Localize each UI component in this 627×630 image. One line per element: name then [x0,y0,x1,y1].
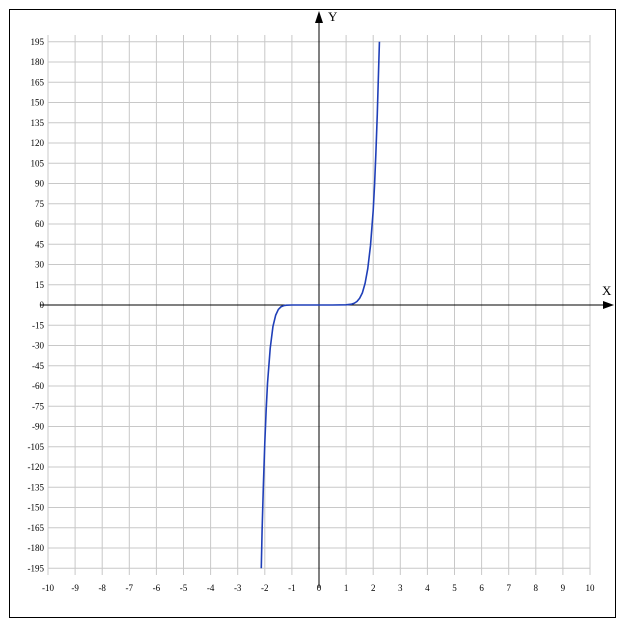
x-tick-label: -10 [42,583,54,593]
y-tick-label: -120 [28,462,45,472]
y-tick-label: 45 [35,239,45,249]
x-tick-label: -2 [261,583,269,593]
y-tick-label: 150 [31,98,45,108]
x-tick-label: -3 [234,583,242,593]
x-tick-label: -8 [98,583,106,593]
x-tick-label: 6 [479,583,484,593]
y-tick-label: 195 [31,37,45,47]
x-tick-label: 8 [534,583,539,593]
y-tick-label: 60 [35,219,45,229]
x-tick-label: -6 [153,583,161,593]
y-tick-label: -15 [32,320,44,330]
y-tick-label: 0 [40,300,45,310]
y-tick-label: -90 [32,422,44,432]
x-axis-label: X [602,283,612,298]
y-tick-label: -165 [28,523,45,533]
y-tick-label: -105 [28,442,45,452]
y-tick-label: 105 [31,158,45,168]
x-tick-label: 0 [317,583,322,593]
y-tick-label: -150 [28,503,45,513]
axes [40,11,614,588]
x-axis-arrow [603,301,614,309]
y-tick-label: -135 [28,482,45,492]
x-tick-label: -5 [180,583,188,593]
curve-layer [260,41,381,569]
y-tick-label: 165 [31,77,45,87]
x-tick-label: 7 [506,583,511,593]
y-tick-label: -30 [32,341,44,351]
y-tick-label: 75 [35,199,45,209]
y-tick-label: 90 [35,179,45,189]
x-tick-label: 9 [561,583,566,593]
y-tick-label: 180 [31,57,45,67]
x-tick-label: 2 [371,583,376,593]
x-tick-labels: -10 -9 -8 -7 -6 -5 -4 -3 -2 -1 0 1 2 3 4 5 6 7 8 9 10 [42,583,595,593]
x-tick-label: -9 [71,583,79,593]
x-tick-label: 4 [425,583,430,593]
y-axis-arrow [315,11,323,23]
x-tick-label: -7 [126,583,134,593]
y-tick-label: 135 [31,118,45,128]
y-tick-label: -75 [32,401,44,411]
y-axis-label: Y [328,9,338,24]
series-line [260,41,381,569]
x-tick-label: 5 [452,583,457,593]
x-tick-label: -1 [288,583,296,593]
y-tick-label: 30 [35,260,45,270]
chart-frame [9,9,616,618]
y-tick-label: -180 [28,543,45,553]
x-tick-label: -4 [207,583,215,593]
y-tick-label: -195 [28,563,45,573]
x-tick-label: 1 [344,583,349,593]
y-tick-label: -45 [32,361,44,371]
y-tick-label: -60 [32,381,44,391]
y-tick-label: 120 [31,138,45,148]
x-tick-label: 10 [586,583,596,593]
y-tick-label: 15 [35,280,45,290]
y-tick-labels: 1951801651501351201059075604530150-15-30… [28,37,45,574]
x-tick-label: 3 [398,583,403,593]
